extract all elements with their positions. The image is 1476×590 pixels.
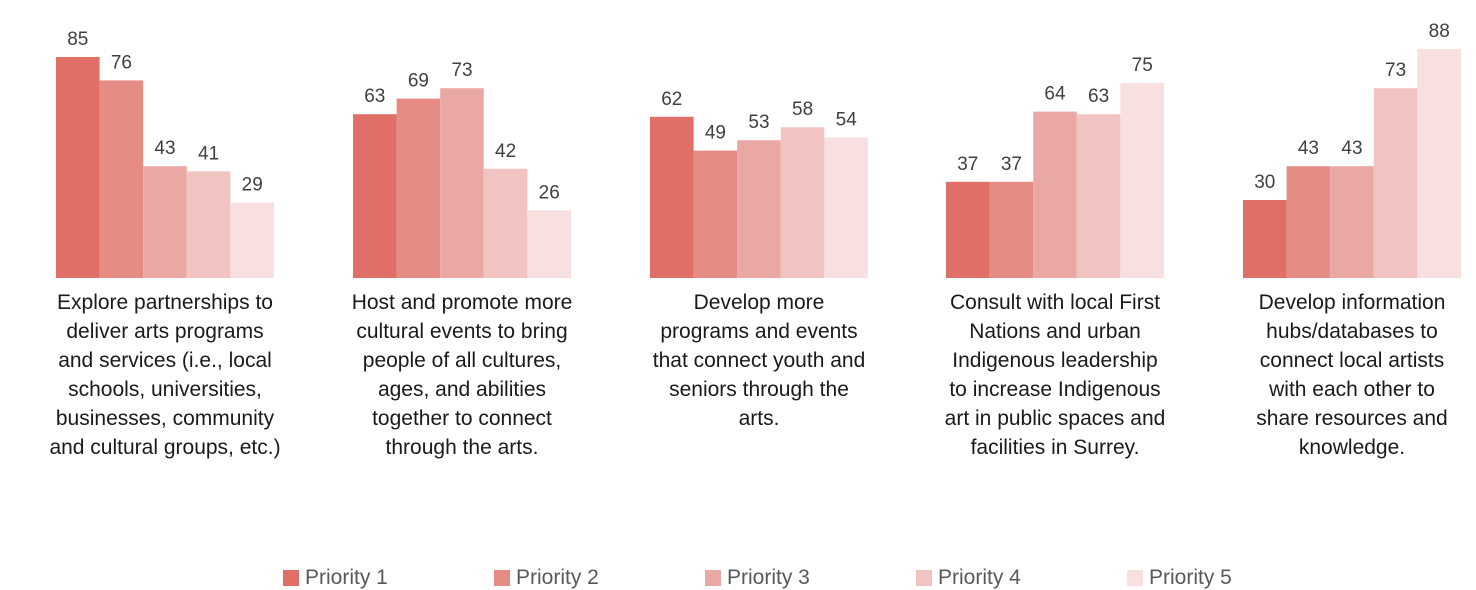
bar-3-priority-4	[780, 127, 825, 278]
data-label-5-priority-4: 73	[1385, 60, 1406, 81]
bar-4-priority-3	[1033, 111, 1077, 278]
bar-2-priority-5	[527, 210, 571, 278]
legend-swatch-priority-2	[494, 570, 510, 586]
data-label-1-priority-4: 41	[198, 143, 219, 164]
category-label-5: Develop information hubs/databases to co…	[1256, 291, 1448, 459]
data-label-2-priority-4: 42	[495, 141, 516, 162]
data-label-1-priority-3: 43	[154, 138, 175, 159]
data-label-4-priority-2: 37	[1001, 154, 1022, 175]
bar-4-priority-1	[946, 181, 990, 278]
category-label-1: Explore partnerships to deliver arts pro…	[49, 291, 281, 459]
legend-label-priority-2: Priority 2	[516, 566, 599, 589]
data-label-3-priority-1: 62	[661, 89, 682, 110]
legend-item-priority-4: Priority 4	[916, 566, 1021, 590]
category-label-4: Consult with local First Nations and urb…	[944, 291, 1166, 459]
legend-item-priority-5: Priority 5	[1127, 566, 1232, 590]
data-label-1-priority-5: 29	[242, 175, 263, 196]
data-label-2-priority-5: 26	[539, 182, 560, 203]
bar-3-priority-1	[650, 116, 694, 278]
legend-swatch-priority-5	[1127, 570, 1143, 586]
bar-3-priority-3	[737, 140, 781, 278]
bar-4-priority-4	[1076, 114, 1121, 278]
bar-1-priority-5	[230, 202, 274, 278]
bar-1-priority-2	[99, 80, 144, 279]
legend-item-priority-3: Priority 3	[705, 566, 810, 590]
bar-1-priority-1	[56, 57, 100, 278]
data-label-4-priority-4: 63	[1088, 86, 1109, 107]
bar-2-priority-2	[396, 98, 441, 278]
legend-label-priority-4: Priority 4	[938, 566, 1021, 589]
data-label-2-priority-2: 69	[408, 71, 429, 92]
bar-4-priority-5	[1120, 83, 1164, 278]
legend-swatch-priority-4	[916, 570, 932, 586]
bar-4-priority-2	[989, 181, 1034, 278]
data-label-2-priority-3: 73	[451, 60, 472, 81]
bar-2-priority-4	[483, 168, 528, 278]
data-label-4-priority-1: 37	[957, 154, 978, 175]
legend-item-priority-2: Priority 2	[494, 566, 599, 590]
bar-5-priority-3	[1330, 166, 1374, 278]
bar-1-priority-3	[143, 166, 187, 278]
legend-label-priority-3: Priority 3	[727, 566, 810, 589]
bar-5-priority-5	[1417, 49, 1461, 279]
bar-3-priority-2	[693, 150, 738, 278]
data-label-2-priority-1: 63	[364, 86, 385, 107]
data-label-3-priority-3: 53	[748, 112, 769, 133]
data-label-3-priority-2: 49	[705, 123, 726, 144]
bar-2-priority-1	[353, 114, 397, 278]
category-label-3: Develop more programs and events that co…	[652, 291, 866, 430]
data-label-3-priority-5: 54	[836, 110, 858, 131]
data-label-5-priority-2: 43	[1298, 138, 1319, 159]
bar-chart: 85 76 43 41 29 63 69 73 42 26 62 49 53 58 54 37 37 64 63 75…	[56, 21, 1461, 279]
data-label-5-priority-1: 30	[1254, 172, 1275, 193]
legend-swatch-priority-3	[705, 570, 721, 586]
bar-3-priority-5	[824, 137, 868, 278]
data-label-5-priority-5: 88	[1429, 21, 1450, 42]
bar-2-priority-3	[440, 88, 484, 278]
bar-5-priority-1	[1243, 200, 1287, 278]
bar-1-priority-4	[186, 171, 231, 278]
data-label-3-priority-4: 58	[792, 99, 813, 120]
legend-item-priority-1: Priority 1	[283, 566, 388, 590]
legend-swatch-priority-1	[283, 570, 299, 586]
data-label-5-priority-3: 43	[1341, 138, 1362, 159]
category-label-2: Host and promote more cultural events to…	[351, 291, 573, 459]
bar-5-priority-4	[1373, 88, 1418, 278]
legend-label-priority-5: Priority 5	[1149, 566, 1232, 589]
data-label-4-priority-3: 64	[1044, 84, 1066, 105]
legend-label-priority-1: Priority 1	[305, 566, 388, 589]
data-label-1-priority-2: 76	[111, 52, 132, 73]
bar-5-priority-2	[1286, 166, 1331, 278]
data-label-4-priority-5: 75	[1132, 55, 1153, 76]
legend: Priority 1 Priority 2 Priority 3 Priority 4…	[0, 566, 1476, 590]
data-label-1-priority-1: 85	[67, 29, 88, 50]
